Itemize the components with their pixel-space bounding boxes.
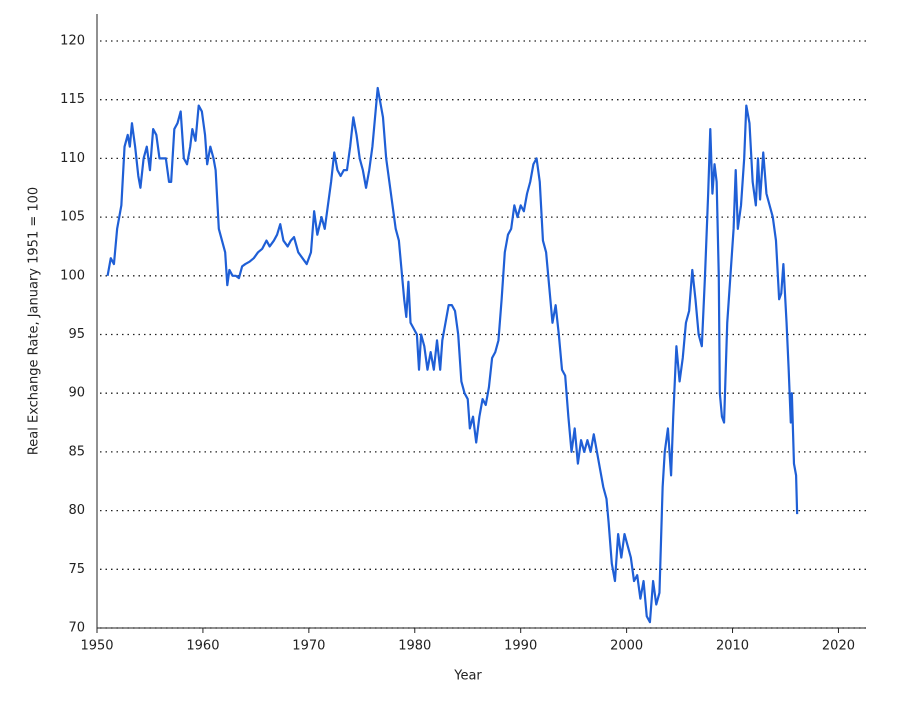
y-tick-label: 105 (60, 210, 85, 225)
y-tick-label: 100 (60, 268, 85, 283)
y-axis-label: Real Exchange Rate, January 1951 = 100 (27, 187, 42, 455)
x-axis-label: Year (453, 669, 482, 684)
y-tick-label: 90 (68, 386, 85, 401)
x-tick-label: 2000 (610, 639, 643, 654)
y-tick-label: 80 (68, 503, 85, 518)
x-tick-label: 2020 (822, 639, 855, 654)
data-line (106, 86, 799, 624)
x-tick-label: 1980 (398, 639, 431, 654)
y-tick-label: 115 (60, 92, 85, 107)
x-tick-label: 1950 (80, 639, 113, 654)
x-tick-label: 1970 (292, 639, 325, 654)
y-tick-label: 85 (68, 444, 85, 459)
x-tick-label: 1960 (186, 639, 219, 654)
x-tick-label: 2010 (716, 639, 749, 654)
y-tick-label: 120 (60, 34, 85, 49)
y-tick-label: 95 (68, 327, 85, 342)
y-tick-label: 70 (68, 621, 85, 636)
x-tick-label: 1990 (504, 639, 537, 654)
y-tick-label: 110 (60, 151, 85, 166)
y-tick-label: 75 (68, 562, 85, 577)
